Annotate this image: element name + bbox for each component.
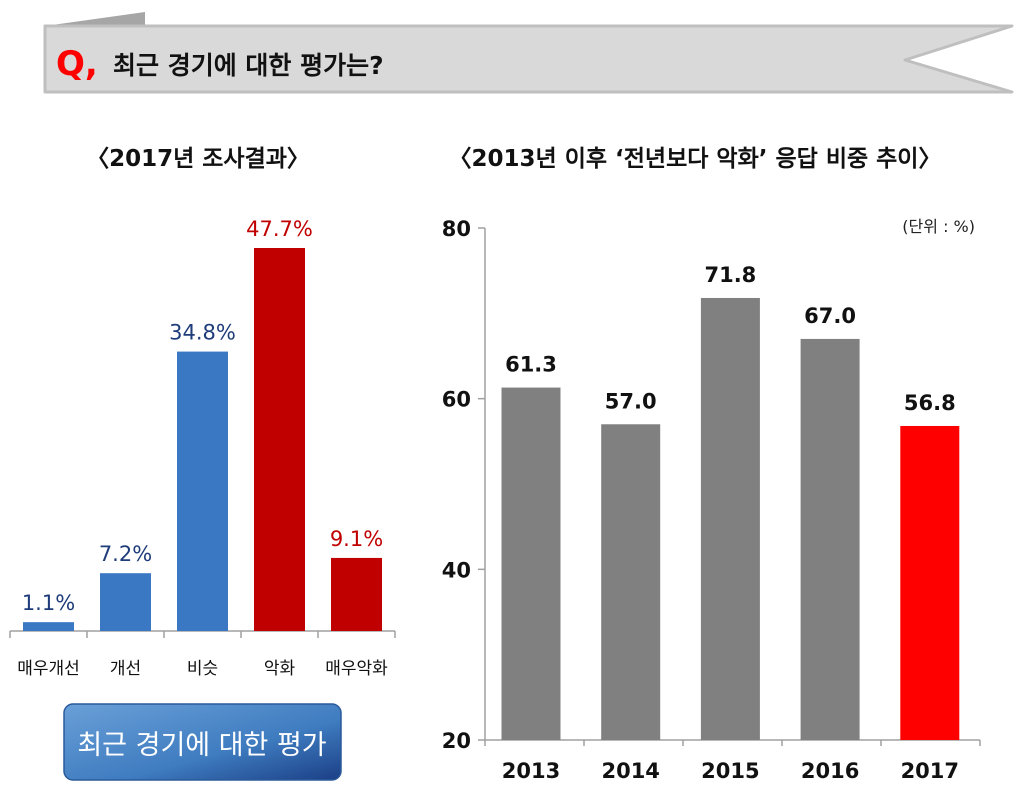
data-label: 71.8 [704, 263, 756, 287]
data-label: 61.3 [505, 353, 557, 377]
question-text: 최근 경기에 대한 평가는? [113, 51, 384, 80]
right-chart: 20 40 60 80 61.3 2013 57.0 2014 71.8 2015 67.0 2016… [442, 217, 981, 783]
left-chart: 1.1% 매우개선 7.2% 개선 34.8% 비슷 47.7% 악화 9.1% 매우악화 [9, 217, 396, 679]
right-chart-title: 〈2013년 이후 ‘전년보다 악화’ 응답 비중 추이〉 [449, 146, 942, 172]
category-label: 악화 [264, 659, 296, 679]
bar-2013 [501, 387, 561, 740]
data-label: 1.1% [22, 591, 75, 615]
y-tick-label: 20 [442, 729, 471, 753]
data-label: 47.7% [246, 217, 313, 241]
y-tick-label: 40 [442, 558, 471, 582]
category-label: 개선 [110, 659, 141, 679]
bar-2016 [800, 338, 860, 740]
data-label: 34.8% [169, 321, 236, 345]
left-chart-title: 〈2017년 조사결과〉 [86, 146, 310, 172]
category-label: 비슷 [187, 659, 218, 679]
category-label: 2017 [901, 759, 959, 783]
category-label: 2013 [502, 759, 560, 783]
q-mark: Q, [56, 44, 98, 84]
bar-2017 [900, 425, 960, 740]
data-label: 67.0 [804, 304, 856, 328]
footer-button-label: 최근 경기에 대한 평가 [77, 730, 326, 761]
y-tick-label: 80 [442, 217, 471, 241]
bar-2014 [601, 424, 661, 740]
bar-매우개선 [23, 622, 74, 631]
category-label: 매우개선 [17, 659, 80, 679]
bar-2015 [700, 297, 760, 740]
category-label: 2016 [801, 759, 859, 783]
footer-button[interactable]: 최근 경기에 대한 평가 [63, 703, 342, 781]
category-label: 2014 [601, 759, 659, 783]
data-label: 56.8 [904, 391, 956, 415]
data-label: 57.0 [605, 389, 657, 413]
data-label: 9.1% [330, 527, 383, 551]
bar-비슷 [177, 351, 228, 631]
category-label: 2015 [701, 759, 759, 783]
bar-악화 [254, 248, 305, 631]
y-tick-label: 60 [442, 388, 471, 412]
unit-note: (단위 : %) [902, 217, 975, 236]
data-label: 7.2% [99, 542, 152, 566]
bar-개선 [100, 573, 151, 631]
category-label: 매우악화 [325, 659, 388, 679]
bar-매우악화 [331, 557, 382, 631]
question-banner: Q, 최근 경기에 대한 평가는? [43, 12, 1014, 94]
